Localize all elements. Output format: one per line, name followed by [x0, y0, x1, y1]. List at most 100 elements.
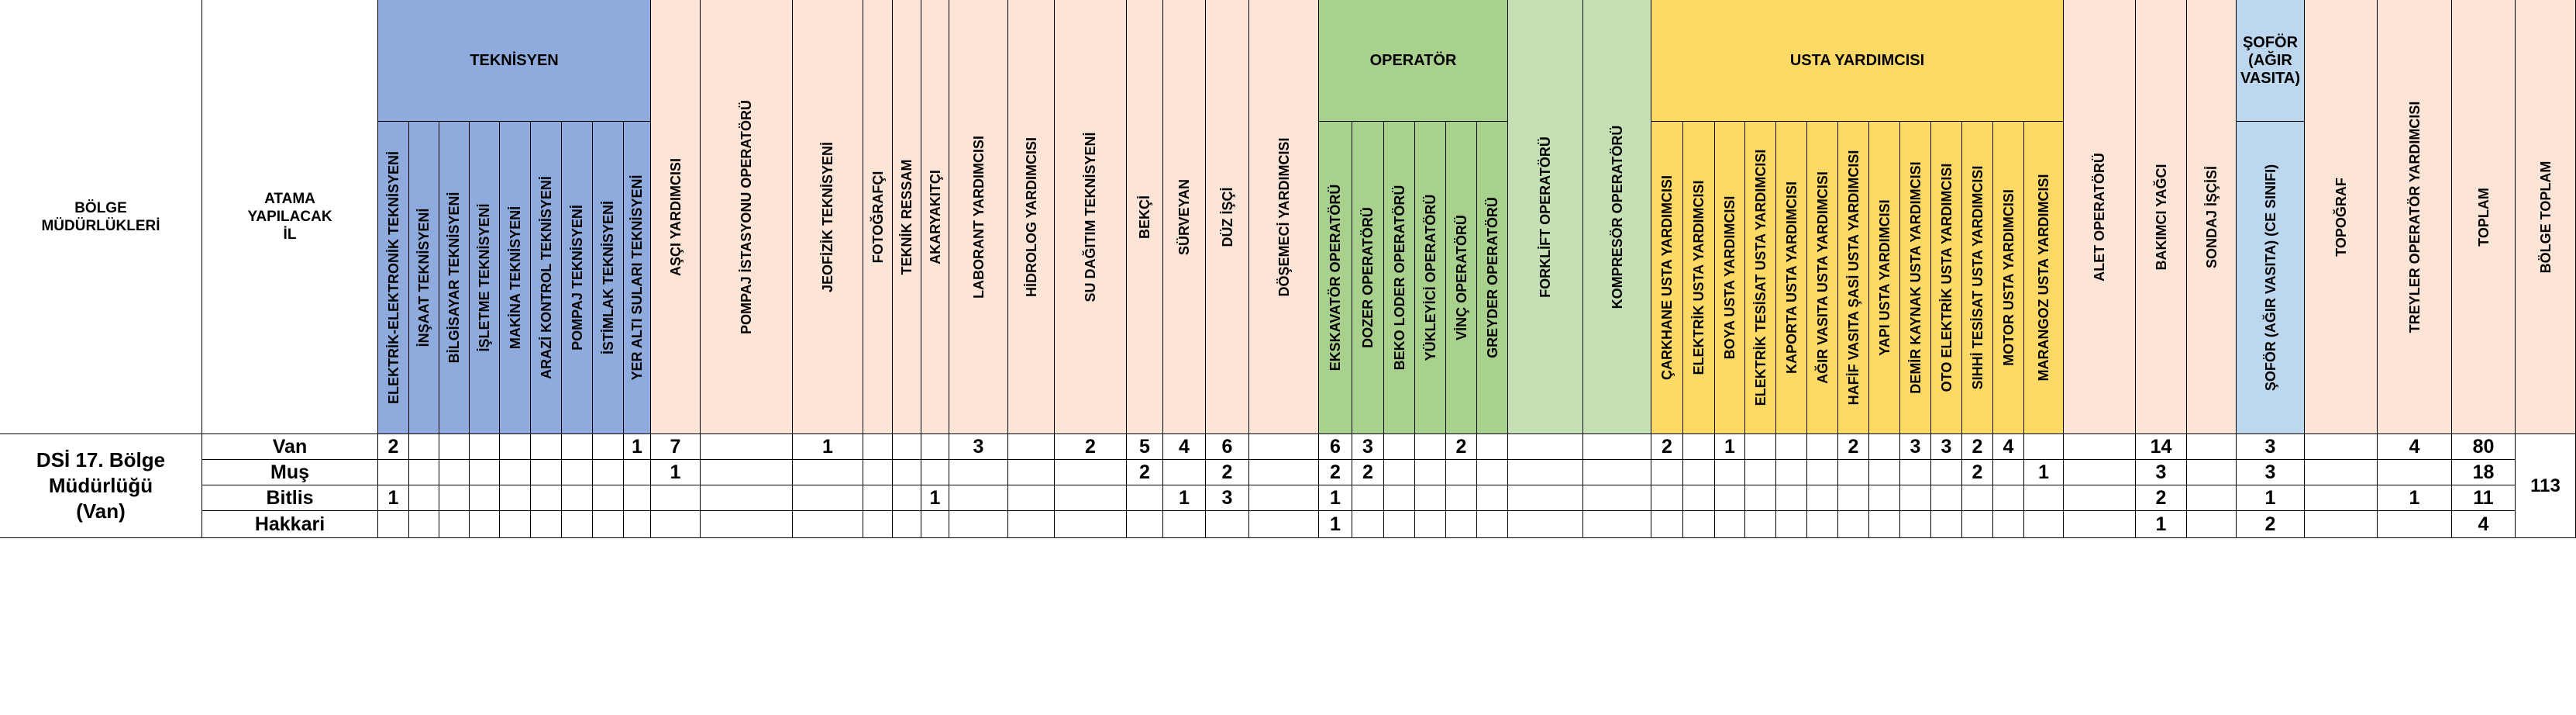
cell-value: 1 — [2038, 461, 2049, 483]
cell-value: 1 — [632, 435, 642, 458]
table-cell — [2187, 460, 2237, 485]
table-cell — [1352, 485, 1384, 511]
table-cell — [2305, 511, 2378, 538]
column-header: HAFİF VASITA ŞASİ USTA YARDIMCISI — [1838, 122, 1869, 434]
table-cell — [1583, 511, 1651, 538]
table-cell — [2024, 511, 2064, 538]
table-cell — [1715, 460, 1745, 485]
table-cell — [1807, 460, 1838, 485]
column-header: POMPAJ İSTASYONU OPERATÖRÜ — [701, 0, 793, 434]
column-header-label: DÜZ İŞÇİ — [1219, 186, 1235, 247]
cell-value: 1 — [1179, 486, 1190, 509]
table-cell — [1900, 485, 1931, 511]
cell-value: 2 — [1455, 435, 1467, 458]
cell-value: 7 — [670, 435, 681, 458]
table-cell: 1 — [2024, 460, 2064, 485]
table-cell: 7 — [651, 434, 701, 460]
column-header-label: FORKLİFT OPERATÖRÜ — [1538, 136, 1553, 298]
region-total-cell: 113 — [2516, 434, 2576, 538]
cell-value: 2 — [1848, 435, 1859, 458]
column-header: FORKLİFT OPERATÖRÜ — [1508, 0, 1583, 434]
column-header: MOTOR USTA YARDIMCISI — [1993, 122, 2024, 434]
group-header-sofor: ŞOFÖR (AĞIR VASITA) — [2237, 0, 2305, 122]
table-cell — [2187, 434, 2237, 460]
city-name: Bitlis — [266, 486, 314, 509]
table-cell — [1352, 511, 1384, 538]
table-cell — [1477, 511, 1508, 538]
table-cell — [1127, 485, 1163, 511]
column-header-label: İNŞAAT TEKNİSYENİ — [416, 208, 432, 347]
column-header: MARANGOZ USTA YARDIMCISI — [2024, 122, 2064, 434]
cell-value: 6 — [1221, 435, 1233, 458]
header-city-label: ATAMA YAPILACAK İL — [247, 191, 332, 243]
region-cell: DSİ 17. Bölge Müdürlüğü (Van) — [0, 434, 202, 538]
column-header-label: TEKNİK RESSAM — [899, 158, 914, 275]
column-header: FOTOĞRAFÇI — [863, 0, 893, 434]
table-cell — [1206, 511, 1249, 538]
table-cell — [921, 460, 949, 485]
table-cell — [1249, 511, 1319, 538]
cell-value: 3 — [1941, 435, 1952, 458]
column-header: ALET OPERATÖRÜ — [2064, 0, 2136, 434]
column-header: AŞÇI YARDIMCISI — [651, 0, 701, 434]
city-cell: Hakkari — [202, 511, 378, 538]
cell-value: 2 — [1362, 461, 1373, 483]
group-label-sofor: ŞOFÖR (AĞIR VASITA) — [2240, 33, 2301, 87]
column-header: İŞLETME TEKNİSYENİ — [470, 122, 500, 434]
cell-value: 2 — [1221, 461, 1233, 483]
column-header-label: YÜKLEYİCİ OPERATÖRÜ — [1422, 194, 1438, 361]
group-label-usta: USTA YARDIMCISI — [1789, 51, 1925, 69]
table-cell — [470, 511, 500, 538]
region-name: DSİ 17. Bölge Müdürlüğü (Van) — [36, 448, 166, 523]
column-header: KAPORTA USTA YARDIMCISI — [1776, 122, 1807, 434]
table-cell — [1508, 434, 1583, 460]
table-cell — [2378, 460, 2452, 485]
column-header-label: İŞLETME TEKNİSYENİ — [477, 203, 492, 352]
table-cell: 2 — [2237, 511, 2305, 538]
group-header-teknisyen: TEKNİSYEN — [378, 0, 651, 122]
table-cell — [1776, 485, 1807, 511]
table-cell — [1776, 434, 1807, 460]
column-header: MAKİNA TEKNİSYENİ — [500, 122, 531, 434]
table-cell — [1415, 511, 1446, 538]
table-cell — [1651, 511, 1683, 538]
table-cell — [2187, 485, 2237, 511]
column-header-label: TOPLAM — [2475, 187, 2492, 247]
row-total: 11 — [2473, 486, 2494, 509]
cell-value: 1 — [1330, 513, 1341, 535]
table-cell — [1869, 434, 1900, 460]
table-cell: 1 — [1715, 434, 1745, 460]
table-cell — [378, 511, 409, 538]
table-cell: 4 — [1993, 434, 2024, 460]
column-header-label: OTO ELEKTRİK USTA YARDIMCISI — [1938, 163, 1954, 392]
table-cell — [1127, 511, 1163, 538]
cell-value: 14 — [2150, 435, 2172, 458]
table-cell — [378, 460, 409, 485]
cell-value: 2 — [1972, 435, 1983, 458]
column-header-label: HİDROLOG YARDIMCISI — [1023, 136, 1039, 297]
table-cell — [1008, 511, 1055, 538]
table-cell — [1583, 434, 1651, 460]
table-cell — [893, 511, 921, 538]
table-cell: 2 — [1962, 434, 1993, 460]
table-cell — [1869, 460, 1900, 485]
column-header-label: FOTOĞRAFÇI — [870, 171, 886, 263]
table-cell — [1055, 485, 1127, 511]
column-header: DÜZ İŞÇİ — [1206, 0, 1249, 434]
row-total-cell: 80 — [2452, 434, 2516, 460]
table-cell — [1745, 434, 1776, 460]
column-header-label: VİNÇ OPERATÖRÜ — [1453, 215, 1469, 340]
table-cell: 2 — [1127, 460, 1163, 485]
table-cell — [2064, 434, 2136, 460]
table-cell — [1931, 460, 1962, 485]
table-cell — [793, 460, 863, 485]
table-cell — [562, 485, 593, 511]
column-header-label: JEOFİZİK TEKNİSYENİ — [820, 141, 835, 292]
region-total: 113 — [2530, 475, 2561, 496]
table-cell — [863, 434, 893, 460]
table-cell: 1 — [2378, 485, 2452, 511]
table-cell — [500, 460, 531, 485]
table-cell — [624, 511, 651, 538]
table-cell: 1 — [624, 434, 651, 460]
table-cell — [593, 511, 624, 538]
